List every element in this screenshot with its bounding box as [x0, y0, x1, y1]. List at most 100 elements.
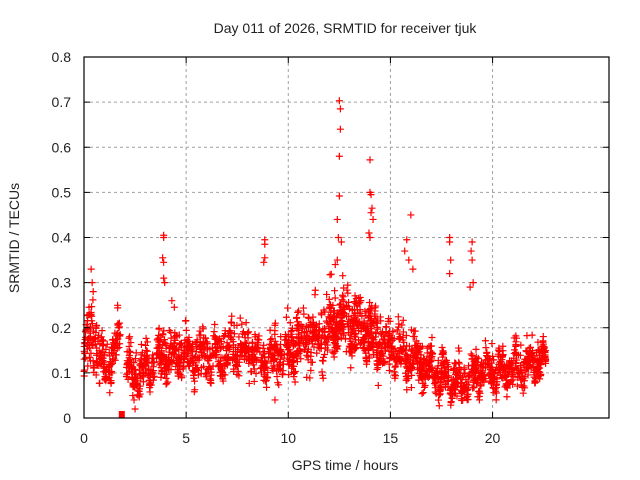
data-point [143, 357, 151, 365]
data-point [524, 357, 532, 365]
data-point [365, 229, 373, 237]
data-point [222, 353, 230, 361]
data-point [338, 296, 346, 304]
data-point [155, 325, 163, 333]
data-point [336, 105, 344, 113]
data-point [407, 211, 415, 219]
data-point [421, 375, 429, 383]
data-point [191, 368, 199, 376]
data-point [197, 348, 205, 356]
data-point [231, 355, 239, 363]
data-point [499, 342, 507, 350]
data-point [425, 343, 433, 351]
data-point [417, 358, 425, 366]
data-point [167, 366, 175, 374]
data-point [176, 370, 184, 378]
data-point [340, 329, 348, 337]
data-point [461, 385, 469, 393]
data-point [84, 311, 92, 319]
data-point [531, 379, 539, 387]
data-point [444, 366, 452, 374]
data-point [241, 330, 249, 338]
data-point [423, 344, 431, 352]
data-point [531, 371, 539, 379]
data-point [282, 313, 290, 321]
data-point [288, 333, 296, 341]
data-point [447, 256, 455, 264]
data-point [130, 396, 138, 404]
data-point [89, 296, 97, 304]
data-point [366, 156, 374, 164]
data-point [352, 317, 360, 325]
x-tick-label: 5 [182, 430, 190, 446]
data-point [452, 375, 460, 383]
data-point [226, 327, 234, 335]
data-point [452, 374, 460, 382]
data-point [416, 359, 424, 367]
data-point [93, 350, 101, 358]
data-point [268, 335, 276, 343]
data-point [336, 306, 344, 314]
data-point [421, 369, 429, 377]
data-point [453, 392, 461, 400]
data-point [476, 389, 484, 397]
data-point [337, 238, 345, 246]
data-point [373, 361, 381, 369]
data-point [420, 354, 428, 362]
data-point [502, 371, 510, 379]
data-point [406, 366, 414, 374]
data-point [325, 323, 333, 331]
data-point [275, 366, 283, 374]
data-point [296, 339, 304, 347]
data-point [420, 383, 428, 391]
data-point [276, 365, 284, 373]
data-point [160, 338, 168, 346]
data-point [439, 351, 447, 359]
data-point [487, 366, 495, 374]
data-point [527, 350, 535, 358]
data-point [199, 323, 207, 331]
data-point [105, 349, 113, 357]
y-tick-label: 0.7 [52, 94, 72, 110]
data-point [372, 333, 380, 341]
data-point [435, 391, 443, 399]
data-point [157, 373, 165, 381]
data-point [307, 358, 315, 366]
data-point [368, 342, 376, 350]
data-point [468, 256, 476, 264]
data-point [418, 390, 426, 398]
data-point [92, 371, 100, 379]
data-point [182, 317, 190, 325]
data-point [334, 234, 342, 241]
data-point [356, 298, 364, 306]
data-point [438, 344, 446, 352]
data-point [261, 240, 269, 248]
data-point [321, 351, 329, 359]
data-point [337, 314, 345, 322]
data-point [93, 321, 101, 329]
data-point [355, 336, 363, 344]
data-point [278, 371, 286, 379]
data-point [393, 326, 401, 334]
data-point [335, 97, 343, 105]
data-point [515, 369, 523, 377]
data-point [483, 349, 491, 357]
data-point [245, 379, 253, 387]
data-point [184, 358, 192, 366]
data-point [441, 380, 449, 388]
data-point [211, 321, 219, 329]
y-tick-label: 0 [63, 410, 71, 426]
data-point [179, 365, 187, 373]
data-point [512, 359, 520, 367]
data-point [86, 344, 94, 352]
data-point [95, 355, 103, 363]
data-point [306, 327, 314, 335]
data-point [336, 125, 344, 133]
data-point [173, 360, 181, 368]
data-point [300, 310, 308, 318]
data-point [212, 351, 220, 359]
data-point [455, 347, 463, 355]
data-point [359, 344, 367, 352]
data-point [130, 359, 138, 367]
data-point [91, 340, 99, 348]
